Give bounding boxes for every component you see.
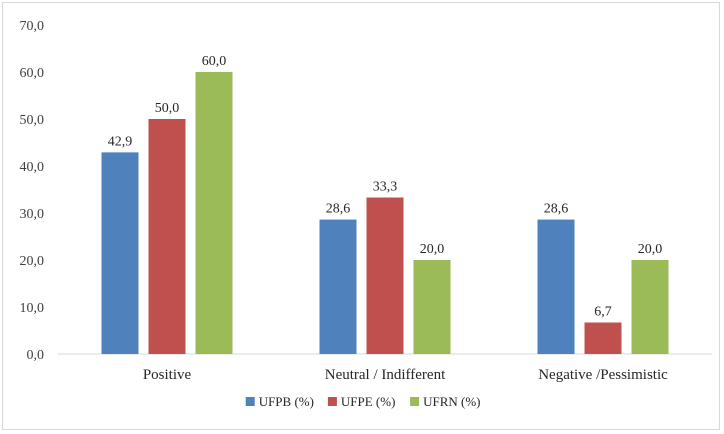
legend-label: UFPB (%) [259,394,314,409]
bar [631,260,669,354]
legend-label: UFRN (%) [423,394,480,409]
bar [537,219,575,354]
y-tick-label: 20,0 [20,254,45,269]
data-label: 20,0 [420,242,445,257]
bar [195,72,233,354]
legend-swatch [410,397,420,406]
data-label: 42,9 [108,134,133,149]
y-tick-label: 0,0 [27,348,45,363]
bar [366,197,404,354]
x-category-label: Neutral / Indifferent [325,367,446,383]
bar [319,219,357,354]
y-tick-label: 70,0 [20,19,45,34]
y-tick-label: 30,0 [20,207,45,222]
y-tick-label: 50,0 [20,113,45,128]
y-tick-label: 60,0 [20,66,45,81]
bar [413,260,451,354]
legend-swatch [327,397,337,406]
y-tick-label: 40,0 [20,160,45,175]
data-label: 6,7 [594,305,612,320]
data-label: 50,0 [155,101,180,116]
legend-label: UFPE (%) [341,394,396,409]
data-label: 28,6 [326,202,351,217]
bar [584,322,622,354]
data-label: 60,0 [202,54,227,69]
data-label: 33,3 [373,179,398,194]
data-label: 20,0 [638,242,663,257]
x-category-label: Positive [143,367,192,383]
bar [101,152,139,354]
bar [148,119,186,354]
y-tick-label: 10,0 [20,301,45,316]
legend-swatch [245,397,255,406]
data-label: 28,6 [544,202,569,217]
x-category-label: Negative /Pessimistic [538,367,668,383]
